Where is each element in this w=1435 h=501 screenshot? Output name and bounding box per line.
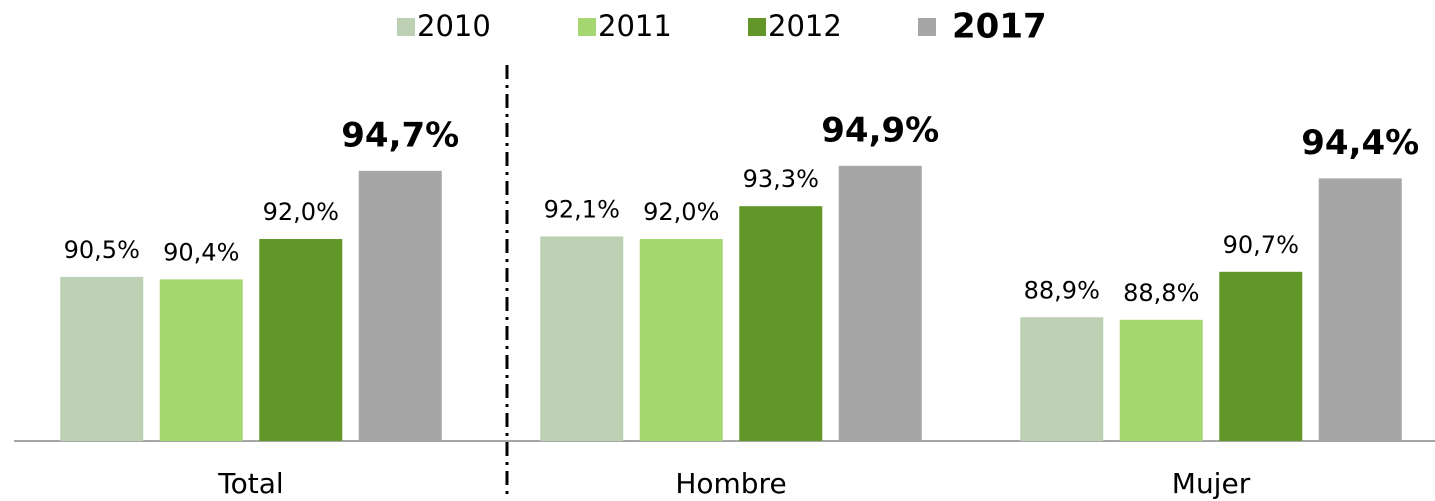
bar (838, 165, 922, 441)
legend-label: 2017 (952, 7, 1047, 47)
value-label: 94,7% (341, 115, 459, 155)
bar (60, 276, 144, 441)
x-tick-label: Hombre (675, 467, 786, 500)
legend-swatch (918, 18, 936, 36)
bar (259, 239, 343, 441)
bar (739, 206, 823, 441)
bar (1318, 178, 1402, 441)
legend-swatch (748, 18, 766, 36)
value-label: 92,0% (643, 198, 719, 226)
value-label: 90,7% (1223, 231, 1299, 259)
value-label: 92,1% (544, 195, 620, 223)
bar (1020, 317, 1104, 441)
value-label: 88,9% (1024, 276, 1100, 304)
bar (639, 239, 723, 441)
value-label: 94,9% (821, 110, 939, 150)
value-label: 92,0% (263, 198, 339, 226)
x-tick-label: Mujer (1172, 467, 1251, 500)
bar (1219, 271, 1303, 441)
legend-swatch (578, 18, 596, 36)
value-label: 90,5% (64, 236, 140, 264)
legend-label: 2012 (768, 9, 842, 43)
legend-label: 2010 (417, 9, 491, 43)
legend-label: 2011 (598, 9, 672, 43)
legend-swatch (397, 18, 415, 36)
bar (1119, 319, 1203, 441)
bar (540, 236, 624, 441)
bar (358, 170, 442, 441)
bar (159, 279, 243, 441)
value-label: 88,8% (1123, 279, 1199, 307)
value-label: 90,4% (163, 238, 239, 266)
value-label: 94,4% (1301, 123, 1419, 163)
x-tick-label: Total (217, 467, 283, 500)
value-label: 93,3% (743, 165, 819, 193)
